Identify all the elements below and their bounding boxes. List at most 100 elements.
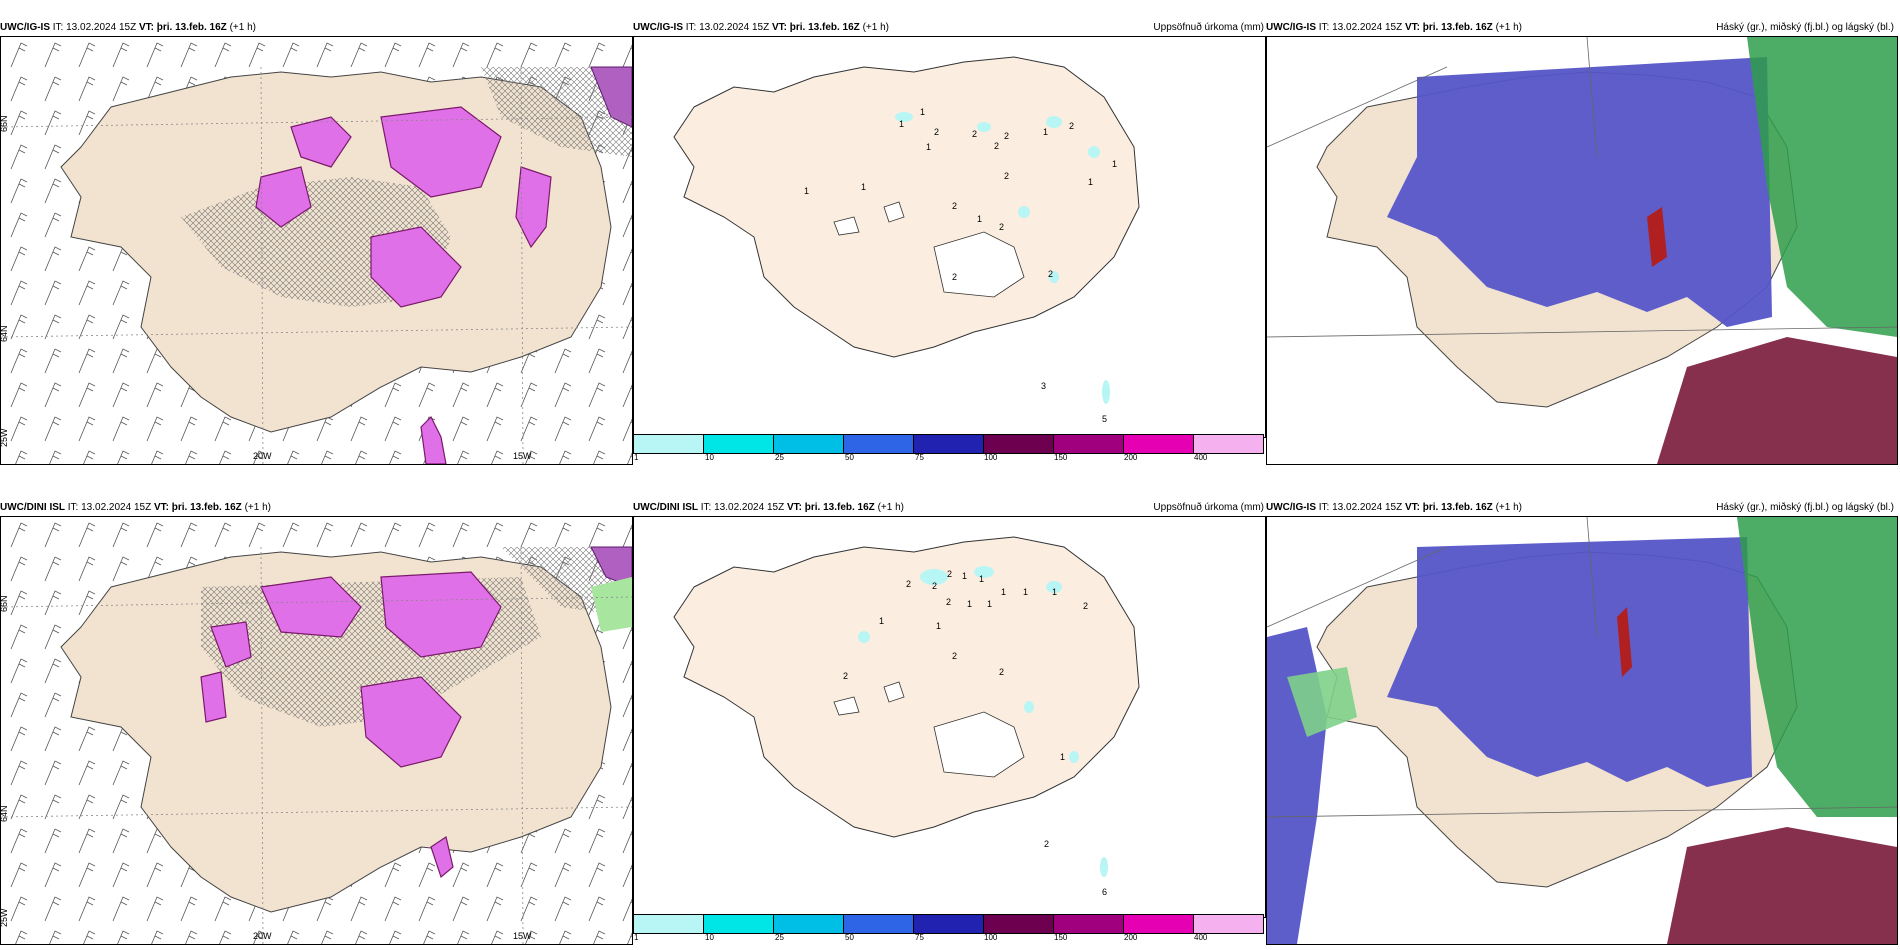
svg-text:1: 1 (967, 599, 972, 609)
mid-cloud (1387, 537, 1752, 787)
low-cloud (1657, 337, 1897, 464)
panel-variable-label: Háský (gr.), miðský (fj.bl.) og lágský (… (1716, 22, 1894, 33)
lon-label: 15W (513, 931, 532, 941)
svg-text:1: 1 (861, 182, 866, 192)
iceland-land (673, 56, 1140, 358)
mid-cloud (1387, 57, 1772, 327)
svg-text:2: 2 (947, 569, 952, 579)
colorbar-segment (1124, 435, 1194, 453)
svg-text:1: 1 (899, 119, 904, 129)
svg-text:2: 2 (994, 141, 999, 151)
svg-text:1: 1 (1052, 587, 1057, 597)
colorbar-segment (844, 915, 914, 933)
lat-label: 66N (1, 115, 9, 132)
lat-label: 66N (1, 595, 9, 612)
precip-map: 1 1 2 1 2 2 2 1 2 1 1 2 2 1 2 2 1 1 2 3 (673, 56, 1140, 424)
svg-text:2: 2 (1069, 121, 1074, 131)
svg-text:1: 1 (1043, 127, 1048, 137)
high-cloud (1737, 517, 1897, 817)
colorbar-segment (984, 435, 1054, 453)
panel-wind-snow-top: UWC/IG-IS IT: 13.02.2024 15Z VT: þri. 13… (0, 10, 633, 465)
precip-colorbar (633, 434, 1264, 454)
precip-values: 1 1 2 1 2 2 2 1 2 1 1 2 2 1 2 2 1 1 2 3 (804, 107, 1117, 424)
colorbar-segment (774, 915, 844, 933)
svg-text:2: 2 (843, 671, 848, 681)
lon-label: 15W (513, 451, 532, 461)
colorbar-labels: 1 10 25 50 75 100 150 200 400 (634, 933, 1208, 942)
lat-label: 64N (1, 805, 9, 822)
svg-text:2: 2 (906, 579, 911, 589)
svg-text:2: 2 (1083, 601, 1088, 611)
colorbar-segment (914, 915, 984, 933)
lat-label: 25W (1, 428, 9, 447)
cloud-map (1267, 37, 1897, 464)
wind-snow-map: 66N 64N 25W 20W 15W (1, 37, 632, 464)
panel-wind-snow-bottom: UWC/DINI ISL IT: 13.02.2024 15Z VT: þri.… (0, 490, 633, 945)
svg-text:2: 2 (1004, 171, 1009, 181)
map-frame: 2 2 2 1 1 1 1 1 2 1 1 2 1 1 2 2 2 1 2 6 (633, 516, 1266, 918)
panel-variable-label: Háský (gr.), miðský (fj.bl.) og lágský (… (1716, 502, 1894, 513)
cloud-map (1267, 517, 1897, 944)
svg-text:2: 2 (952, 201, 957, 211)
panel-header: UWC/DINI ISL IT: 13.02.2024 15Z VT: þri.… (0, 502, 271, 513)
panel-header: UWC/IG-IS IT: 13.02.2024 15Z VT: þri. 13… (633, 22, 889, 33)
panel-clouds-bottom: UWC/IG-IS IT: 13.02.2024 15Z VT: þri. 13… (1266, 490, 1900, 945)
precip-colorbar (633, 914, 1264, 934)
svg-text:1: 1 (936, 621, 941, 631)
colorbar-segment (634, 915, 704, 933)
colorbar-segment (704, 915, 774, 933)
colorbar-segment (1054, 435, 1124, 453)
svg-text:2: 2 (1004, 131, 1009, 141)
svg-text:1: 1 (962, 571, 967, 581)
colorbar-segment (634, 435, 704, 453)
svg-text:1: 1 (1112, 159, 1117, 169)
lon-label: 20W (253, 451, 272, 461)
panel-header: UWC/IG-IS IT: 13.02.2024 15Z VT: þri. 13… (1266, 502, 1522, 513)
map-frame: 66N 64N 25W 20W 15W (0, 516, 633, 945)
svg-text:1: 1 (926, 142, 931, 152)
map-frame (1266, 36, 1898, 465)
colorbar-labels: 1 10 25 50 75 100 150 200 400 (634, 453, 1208, 462)
high-cloud (1287, 667, 1357, 737)
map-frame (1266, 516, 1898, 945)
svg-text:1: 1 (1088, 177, 1093, 187)
panel-header: UWC/IG-IS IT: 13.02.2024 15Z VT: þri. 13… (0, 22, 256, 33)
svg-text:2: 2 (952, 272, 957, 282)
lat-label: 25W (1, 908, 9, 927)
svg-text:3: 3 (1041, 381, 1046, 391)
panel-clouds-top: UWC/IG-IS IT: 13.02.2024 15Z VT: þri. 13… (1266, 10, 1900, 465)
svg-text:6: 6 (1102, 887, 1107, 897)
svg-text:2: 2 (1048, 269, 1053, 279)
svg-text:2: 2 (972, 129, 977, 139)
svg-text:2: 2 (1044, 839, 1049, 849)
svg-text:2: 2 (952, 651, 957, 661)
map-frame: 66N 64N 25W 20W 15W (0, 36, 633, 465)
colorbar-segment (704, 435, 774, 453)
panel-variable-label: Uppsöfnuð úrkoma (mm) (1153, 502, 1264, 513)
panel-precip-bottom: UWC/DINI ISL IT: 13.02.2024 15Z VT: þri.… (633, 490, 1266, 945)
svg-text:1: 1 (977, 214, 982, 224)
svg-text:1: 1 (879, 616, 884, 626)
panel-header: UWC/IG-IS IT: 13.02.2024 15Z VT: þri. 13… (1266, 22, 1522, 33)
wind-snow-map: 66N 64N 25W 20W 15W (1, 517, 632, 944)
svg-text:2: 2 (999, 222, 1004, 232)
colorbar-segment (914, 435, 984, 453)
low-cloud (1667, 827, 1897, 944)
lat-label: 64N (1, 325, 9, 342)
lon-label: 20W (253, 931, 272, 941)
svg-text:1: 1 (987, 599, 992, 609)
svg-text:2: 2 (934, 127, 939, 137)
colorbar-segment (844, 435, 914, 453)
panel-variable-label: Uppsöfnuð úrkoma (mm) (1153, 22, 1264, 33)
svg-text:1: 1 (1001, 587, 1006, 597)
svg-text:1: 1 (1060, 752, 1065, 762)
precip-values: 2 2 2 1 1 1 1 1 2 1 1 2 1 1 2 2 2 1 2 6 (843, 569, 1107, 897)
colorbar-segment (1054, 915, 1124, 933)
svg-text:1: 1 (979, 574, 984, 584)
iceland-land (673, 536, 1140, 838)
svg-text:2: 2 (946, 597, 951, 607)
colorbar-segment (1124, 915, 1194, 933)
svg-text:2: 2 (999, 667, 1004, 677)
svg-text:1: 1 (804, 186, 809, 196)
colorbar-segment (1194, 435, 1263, 453)
